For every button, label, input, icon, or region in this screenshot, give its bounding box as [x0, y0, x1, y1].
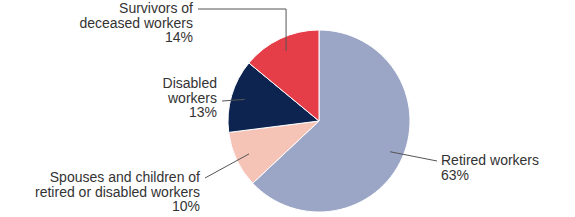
- svg-text:Retired workers63%: Retired workers63%: [441, 152, 539, 183]
- svg-text:Survivors ofdeceased workers14: Survivors ofdeceased workers14%: [79, 0, 193, 45]
- svg-text:Disabledworkers13%: Disabledworkers13%: [163, 75, 217, 120]
- svg-text:Spouses and children ofretired: Spouses and children ofretired or disabl…: [35, 169, 200, 214]
